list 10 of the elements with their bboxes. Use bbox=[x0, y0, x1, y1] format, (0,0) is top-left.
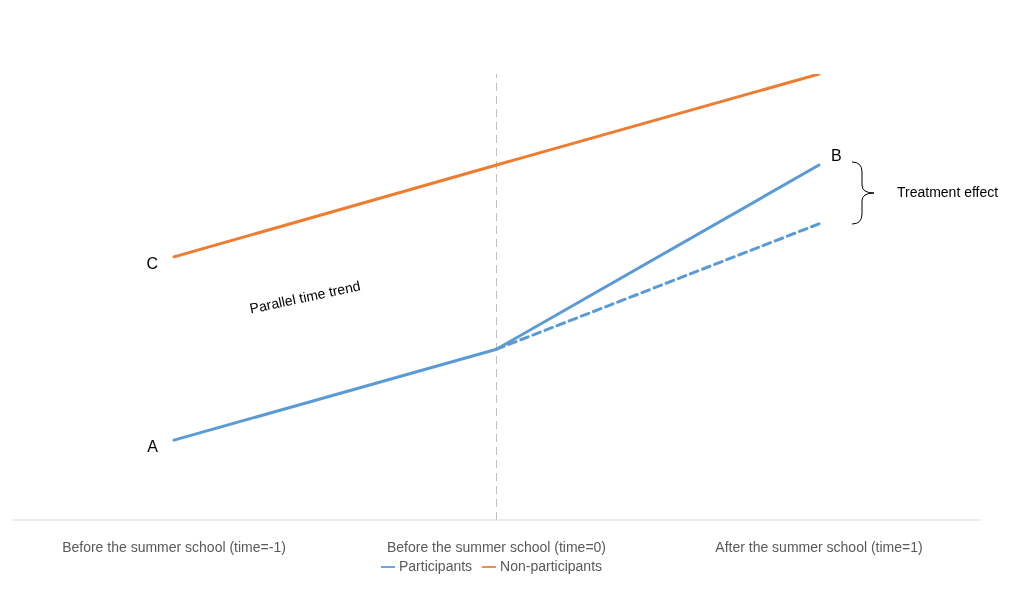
x-tick-label: Before the summer school (time=0) bbox=[386, 538, 607, 555]
legend-label: Participants bbox=[398, 558, 473, 574]
annotation: A bbox=[147, 438, 159, 456]
x-tick-label: After the summer school (time=1) bbox=[715, 538, 923, 555]
legend-label: Non-participants bbox=[500, 558, 603, 574]
annotation: Parallel time trend bbox=[248, 277, 362, 317]
annotation: C bbox=[146, 254, 158, 272]
x-tick-label: Before the summer school (time=-1) bbox=[62, 538, 286, 555]
annotation: B bbox=[831, 146, 842, 164]
annotation: Treatment effect bbox=[897, 184, 999, 200]
